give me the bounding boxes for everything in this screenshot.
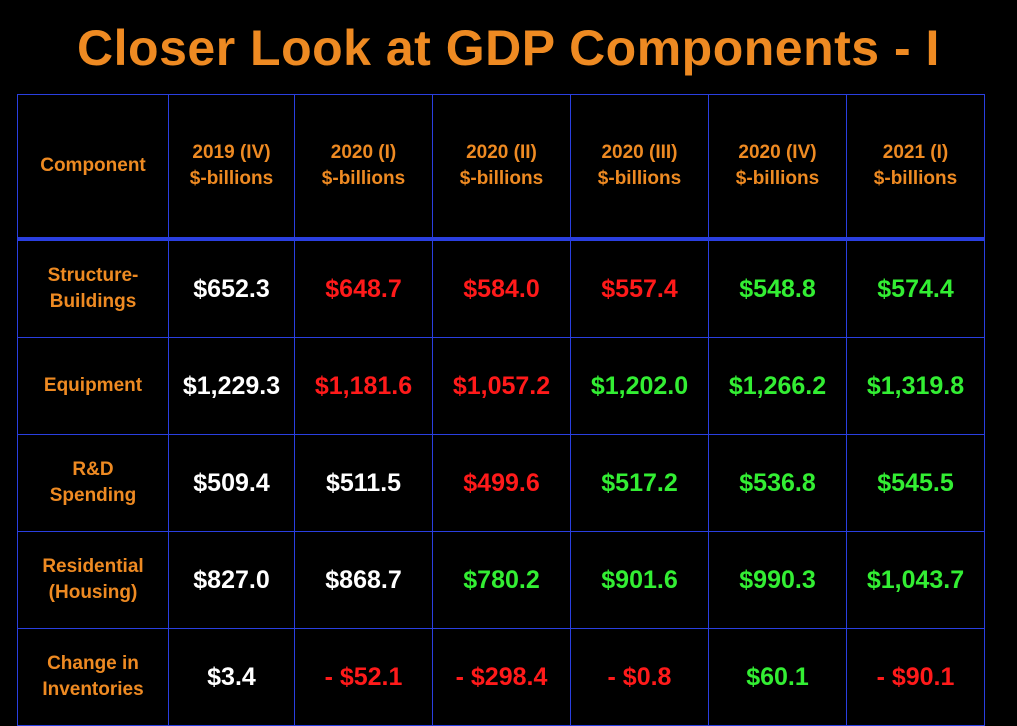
row-label-line1: Structure- [47, 265, 139, 286]
table-row-structure-buildings: Structure- Buildings $652.3 $648.7 $584.… [17, 238, 985, 338]
column-unit: $-billions [321, 168, 406, 189]
component-header-label: Component [40, 155, 146, 176]
table-row-rd-spending: R&D Spending $509.4 $511.5 $499.6 $517.2… [17, 434, 985, 532]
column-header-2021-i: 2021 (I) $-billions [846, 94, 985, 241]
value-cell: $1,057.2 [432, 337, 571, 435]
row-label: Structure- Buildings [17, 238, 169, 338]
value-cell: $536.8 [708, 434, 847, 532]
column-header-2020-iv: 2020 (IV) $-billions [708, 94, 847, 241]
table-row-equipment: Equipment $1,229.3 $1,181.6 $1,057.2 $1,… [17, 337, 985, 435]
column-period: 2020 (II) [466, 142, 537, 163]
value-cell: $780.2 [432, 531, 571, 629]
value-cell: $1,319.8 [846, 337, 985, 435]
row-label-line2: Spending [49, 485, 137, 506]
row-label-line2: Buildings [49, 291, 137, 312]
value-cell: - $0.8 [570, 628, 709, 726]
row-label: R&D Spending [17, 434, 169, 532]
value-cell: $60.1 [708, 628, 847, 726]
column-period: 2019 (IV) [192, 142, 271, 163]
value-cell: $652.3 [168, 238, 295, 338]
column-header-2020-iii: 2020 (III) $-billions [570, 94, 709, 241]
column-period: 2020 (I) [330, 142, 397, 163]
value-cell: $3.4 [168, 628, 295, 726]
value-cell: $1,043.7 [846, 531, 985, 629]
column-unit: $-billions [735, 168, 820, 189]
value-cell: - $90.1 [846, 628, 985, 726]
value-cell: - $52.1 [294, 628, 433, 726]
value-cell: $548.8 [708, 238, 847, 338]
value-cell: $557.4 [570, 238, 709, 338]
table-body: Structure- Buildings $652.3 $648.7 $584.… [17, 238, 985, 726]
column-unit: $-billions [459, 168, 544, 189]
table-row-residential-housing: Residential (Housing) $827.0 $868.7 $780… [17, 531, 985, 629]
row-label-line1: R&D [72, 459, 114, 480]
value-cell: $827.0 [168, 531, 295, 629]
value-cell: $1,266.2 [708, 337, 847, 435]
row-label-line1: Change in [47, 653, 139, 674]
value-cell: $1,181.6 [294, 337, 433, 435]
header-row: Component 2019 (IV) $-billions 2020 (I) … [17, 94, 985, 241]
column-header-2020-ii: 2020 (II) $-billions [432, 94, 571, 241]
value-cell: $1,229.3 [168, 337, 295, 435]
value-cell: $868.7 [294, 531, 433, 629]
row-label-line1: Residential [42, 556, 144, 577]
column-unit: $-billions [873, 168, 958, 189]
table-header: Component 2019 (IV) $-billions 2020 (I) … [17, 94, 985, 241]
row-label-line2: (Housing) [48, 582, 138, 603]
value-cell: $574.4 [846, 238, 985, 338]
column-header-2019-iv: 2019 (IV) $-billions [168, 94, 295, 241]
column-header-2020-i: 2020 (I) $-billions [294, 94, 433, 241]
row-label-line2: Inventories [42, 679, 144, 700]
column-period: 2021 (I) [882, 142, 949, 163]
value-cell: $499.6 [432, 434, 571, 532]
row-label: Equipment [17, 337, 169, 435]
table-row-change-in-inventories: Change in Inventories $3.4 - $52.1 - $29… [17, 628, 985, 726]
value-cell: $1,202.0 [570, 337, 709, 435]
row-label-line1: Equipment [43, 375, 143, 396]
value-cell: $511.5 [294, 434, 433, 532]
column-unit: $-billions [189, 168, 274, 189]
value-cell: - $298.4 [432, 628, 571, 726]
value-cell: $517.2 [570, 434, 709, 532]
column-unit: $-billions [597, 168, 682, 189]
value-cell: $648.7 [294, 238, 433, 338]
value-cell: $509.4 [168, 434, 295, 532]
value-cell: $545.5 [846, 434, 985, 532]
column-period: 2020 (III) [601, 142, 678, 163]
value-cell: $584.0 [432, 238, 571, 338]
page-title: Closer Look at GDP Components - I [77, 20, 940, 76]
column-period: 2020 (IV) [738, 142, 817, 163]
row-label: Residential (Housing) [17, 531, 169, 629]
value-cell: $990.3 [708, 531, 847, 629]
value-cell: $901.6 [570, 531, 709, 629]
component-column-header: Component [17, 94, 169, 241]
row-label: Change in Inventories [17, 628, 169, 726]
gdp-components-table: Component 2019 (IV) $-billions 2020 (I) … [17, 94, 985, 726]
